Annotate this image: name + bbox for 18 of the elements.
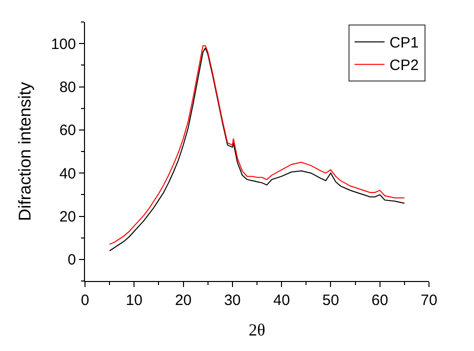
y-tick-label: 20 bbox=[59, 208, 76, 226]
x-tick-label: 10 bbox=[126, 292, 142, 309]
y-tick-label: 100 bbox=[50, 36, 76, 53]
y-axis-title: Difraction intensity bbox=[16, 82, 35, 221]
y-tick-label: 60 bbox=[59, 122, 76, 140]
x-axis-title: 2θ bbox=[248, 320, 266, 340]
x-tick-label: 60 bbox=[372, 292, 388, 309]
x-tick-label: 20 bbox=[174, 292, 192, 309]
legend-label: CP1 bbox=[390, 34, 419, 52]
x-tick-label: 70 bbox=[420, 292, 438, 309]
y-tick-label: 0 bbox=[68, 252, 76, 269]
legend-label: CP2 bbox=[390, 57, 419, 74]
y-tick-label: 40 bbox=[59, 165, 76, 182]
x-tick-label: 40 bbox=[273, 292, 290, 309]
x-tick-label: 50 bbox=[322, 292, 340, 309]
x-tick-label: 0 bbox=[80, 292, 90, 309]
y-tick-label: 80 bbox=[59, 79, 76, 96]
x-tick-label: 30 bbox=[224, 292, 241, 309]
